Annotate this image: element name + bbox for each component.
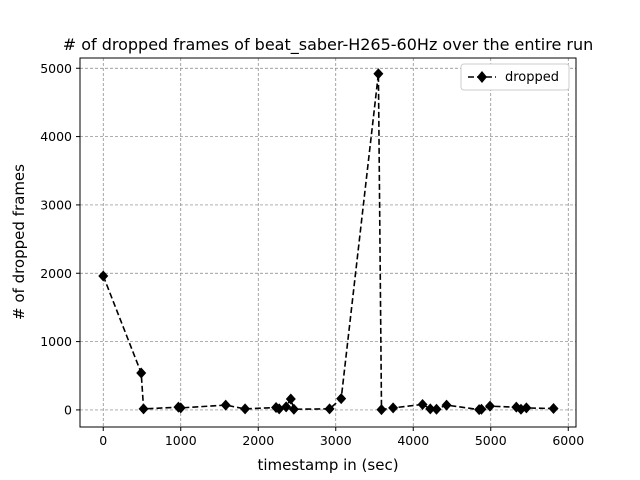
data-point bbox=[336, 393, 347, 405]
x-tick-label: 2000 bbox=[242, 433, 274, 448]
x-tick-label: 6000 bbox=[552, 433, 584, 448]
y-tick-label: 2000 bbox=[40, 266, 72, 281]
legend-label-dropped: dropped bbox=[505, 70, 559, 85]
series-line-dropped bbox=[102, 73, 554, 411]
chart-title: # of dropped frames of beat_saber-H265-6… bbox=[63, 35, 594, 55]
x-axis-ticks: 0 1000 2000 3000 4000 5000 6000 bbox=[99, 427, 584, 448]
grid-lines bbox=[80, 58, 576, 427]
legend: dropped bbox=[460, 63, 570, 91]
data-point bbox=[281, 401, 292, 413]
data-markers bbox=[98, 68, 559, 416]
x-tick-label: 5000 bbox=[475, 433, 507, 448]
data-point bbox=[441, 399, 452, 411]
x-axis-label: timestamp in (sec) bbox=[257, 456, 398, 474]
data-point bbox=[521, 402, 532, 414]
data-point bbox=[136, 367, 147, 379]
x-tick-label: 3000 bbox=[320, 433, 352, 448]
y-tick-label: 5000 bbox=[40, 61, 72, 76]
data-point bbox=[240, 403, 251, 415]
x-tick-label: 0 bbox=[99, 433, 107, 448]
data-point bbox=[373, 68, 384, 80]
y-tick-label: 1000 bbox=[40, 334, 72, 349]
data-point bbox=[425, 403, 436, 415]
data-point bbox=[417, 398, 428, 410]
data-point bbox=[138, 403, 149, 415]
data-point bbox=[476, 403, 487, 415]
data-point bbox=[274, 403, 285, 415]
data-point bbox=[220, 399, 231, 411]
data-point bbox=[388, 402, 399, 414]
y-tick-label: 0 bbox=[64, 402, 72, 417]
x-tick-label: 1000 bbox=[165, 433, 197, 448]
data-point bbox=[548, 403, 559, 415]
y-axis-ticks: 0 1000 2000 3000 4000 5000 bbox=[40, 61, 80, 417]
series-lines bbox=[102, 73, 554, 411]
y-tick-label: 4000 bbox=[40, 129, 72, 144]
plot-frame bbox=[79, 57, 577, 428]
legend-box bbox=[460, 63, 570, 91]
data-point bbox=[484, 400, 495, 412]
y-tick-label: 3000 bbox=[40, 197, 72, 212]
data-point bbox=[324, 403, 335, 415]
data-point bbox=[285, 393, 296, 405]
legend-marker bbox=[477, 71, 487, 83]
data-point bbox=[98, 270, 109, 282]
y-axis-label: # of dropped frames bbox=[10, 164, 28, 320]
data-point bbox=[376, 404, 387, 416]
x-tick-label: 4000 bbox=[397, 433, 429, 448]
data-point bbox=[175, 402, 186, 414]
data-point bbox=[431, 403, 442, 415]
data-point bbox=[288, 403, 299, 415]
